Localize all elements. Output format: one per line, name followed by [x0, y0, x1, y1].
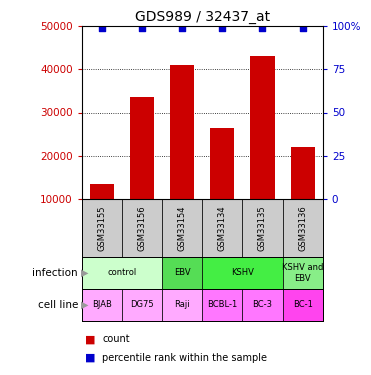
Bar — [242, 289, 283, 321]
Bar — [283, 257, 323, 289]
Bar — [290, 147, 315, 242]
Text: count: count — [102, 334, 129, 344]
Bar — [210, 128, 234, 242]
Bar — [122, 289, 162, 321]
Bar — [162, 289, 202, 321]
Bar — [90, 184, 114, 242]
Point — [219, 26, 225, 32]
Text: BJAB: BJAB — [92, 300, 112, 309]
Point — [260, 26, 266, 32]
Point — [99, 26, 105, 32]
Text: GSM33154: GSM33154 — [178, 205, 187, 251]
Bar — [82, 257, 162, 289]
Text: control: control — [107, 268, 137, 277]
Bar — [122, 199, 162, 257]
Text: percentile rank within the sample: percentile rank within the sample — [102, 353, 267, 363]
Bar — [283, 289, 323, 321]
Text: GSM33136: GSM33136 — [298, 205, 307, 251]
Point — [179, 26, 185, 32]
Bar — [162, 199, 202, 257]
Text: BC-3: BC-3 — [253, 300, 272, 309]
Text: ■: ■ — [85, 353, 96, 363]
Text: GSM33134: GSM33134 — [218, 205, 227, 251]
Text: cell line: cell line — [37, 300, 78, 310]
Bar — [202, 199, 242, 257]
Text: GSM33156: GSM33156 — [137, 205, 147, 251]
Text: ▶: ▶ — [81, 300, 89, 310]
Text: ▶: ▶ — [81, 268, 89, 278]
Point — [300, 26, 306, 32]
Bar — [82, 289, 122, 321]
Title: GDS989 / 32437_at: GDS989 / 32437_at — [135, 10, 270, 24]
Text: Raji: Raji — [174, 300, 190, 309]
Bar — [162, 257, 202, 289]
Text: DG75: DG75 — [130, 300, 154, 309]
Text: KSHV: KSHV — [231, 268, 254, 277]
Text: GSM33135: GSM33135 — [258, 205, 267, 251]
Bar — [242, 199, 283, 257]
Bar — [202, 289, 242, 321]
Text: infection: infection — [32, 268, 78, 278]
Bar — [130, 98, 154, 242]
Text: BC-1: BC-1 — [293, 300, 313, 309]
Text: EBV: EBV — [174, 268, 190, 277]
Point — [139, 26, 145, 32]
Text: BCBL-1: BCBL-1 — [207, 300, 237, 309]
Bar — [170, 65, 194, 242]
Bar — [202, 257, 283, 289]
Text: KSHV and
EBV: KSHV and EBV — [282, 263, 324, 282]
Bar — [82, 199, 122, 257]
Bar — [250, 57, 275, 242]
Text: GSM33155: GSM33155 — [97, 205, 106, 251]
Bar — [283, 199, 323, 257]
Text: ■: ■ — [85, 334, 96, 344]
